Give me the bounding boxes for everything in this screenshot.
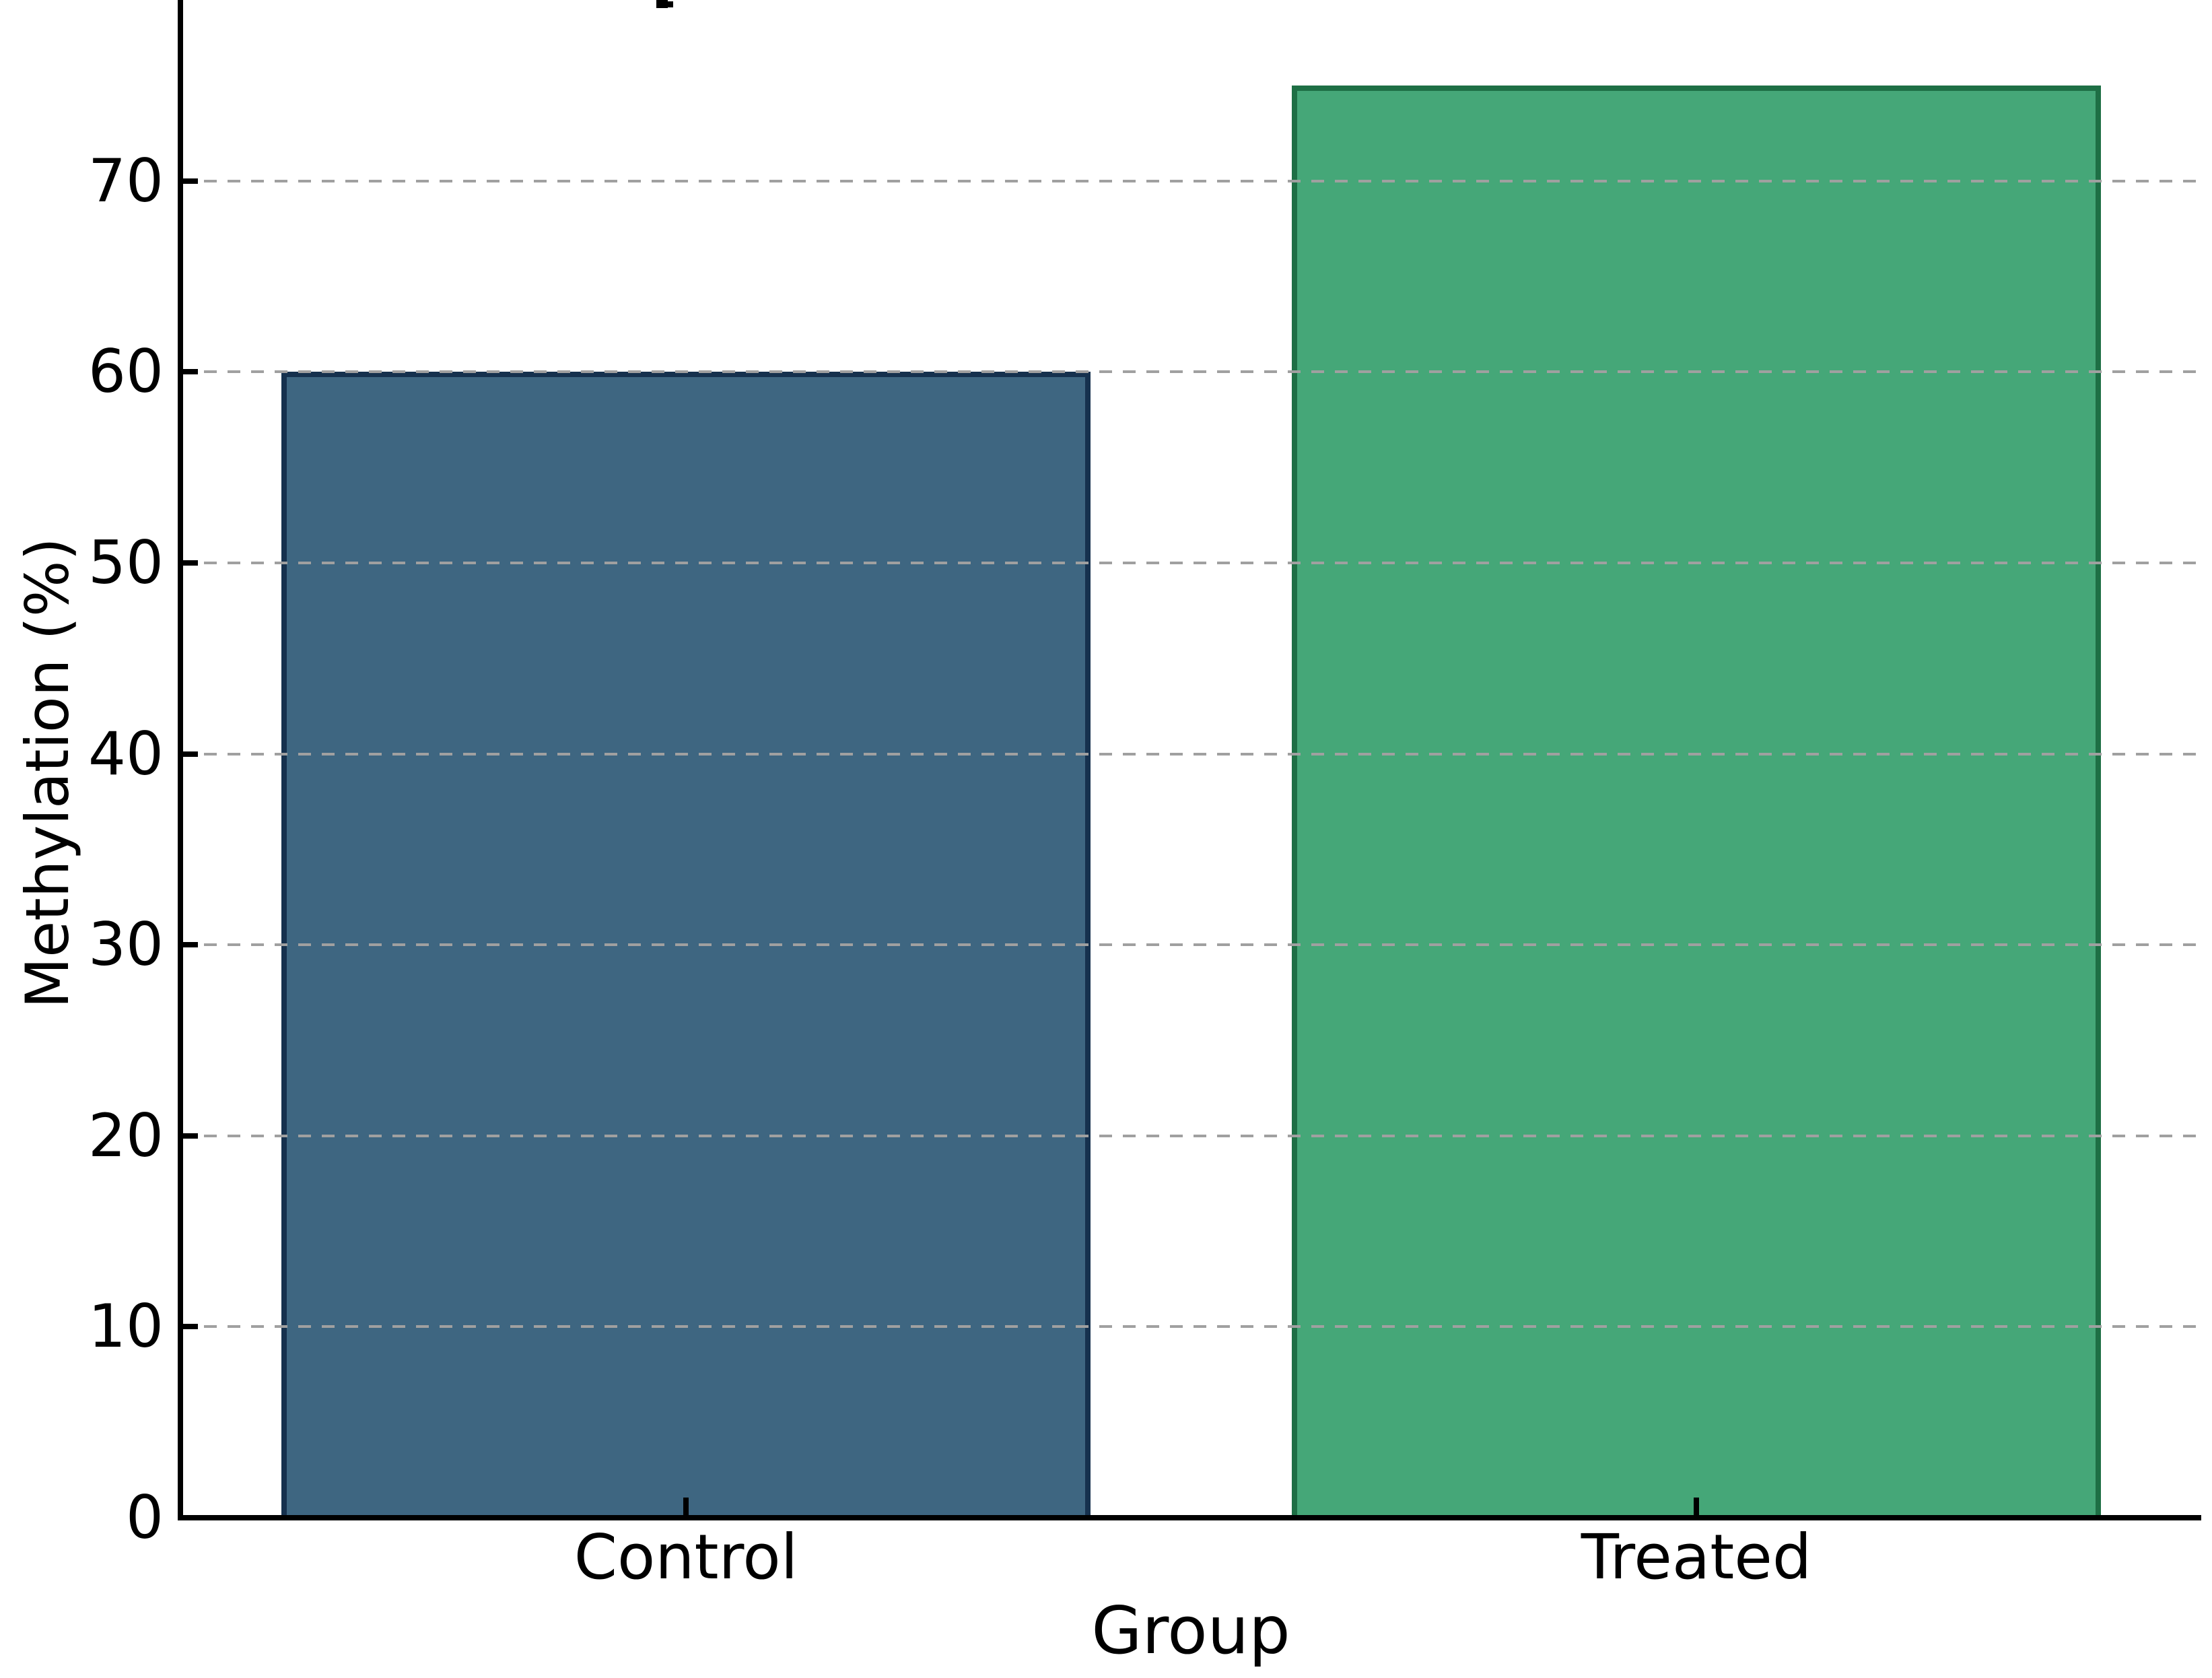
cut-off-title-fragment xyxy=(656,0,668,8)
gridline xyxy=(180,562,2201,564)
gridline xyxy=(180,1134,2201,1137)
gridline xyxy=(180,370,2201,374)
y-tick-label: 0 xyxy=(126,1483,164,1552)
x-tick-mark xyxy=(1694,1498,1699,1515)
x-tick-mark xyxy=(683,1498,689,1515)
y-tick-label: 50 xyxy=(88,528,164,597)
y-axis-spine xyxy=(178,0,183,1520)
gridline xyxy=(180,1325,2201,1329)
y-tick-label: 10 xyxy=(88,1291,164,1362)
y-tick-mark xyxy=(183,942,198,948)
bar-treated xyxy=(1292,86,2101,1518)
y-tick-label: 20 xyxy=(88,1100,164,1170)
y-tick-mark xyxy=(183,751,198,757)
x-tick-label-control: Control xyxy=(574,1521,798,1593)
y-tick-label: 30 xyxy=(88,910,164,980)
x-axis-spine xyxy=(178,1515,2201,1520)
y-axis-label: Methylation (%) xyxy=(13,537,82,1009)
y-tick-mark xyxy=(183,560,198,566)
cut-off-title-fragment xyxy=(668,1,673,7)
gridline xyxy=(180,752,2201,756)
y-tick-label: 70 xyxy=(88,145,164,215)
y-tick-mark xyxy=(183,178,198,184)
gridline xyxy=(180,179,2201,182)
y-tick-mark xyxy=(183,1324,198,1330)
y-tick-mark xyxy=(183,1133,198,1139)
y-tick-label: 60 xyxy=(88,337,164,407)
y-tick-label: 40 xyxy=(88,718,164,788)
gridline xyxy=(180,943,2201,947)
x-axis-label: Group xyxy=(1091,1592,1290,1669)
x-tick-label-treated: Treated xyxy=(1581,1521,1812,1593)
y-tick-mark xyxy=(183,369,198,375)
